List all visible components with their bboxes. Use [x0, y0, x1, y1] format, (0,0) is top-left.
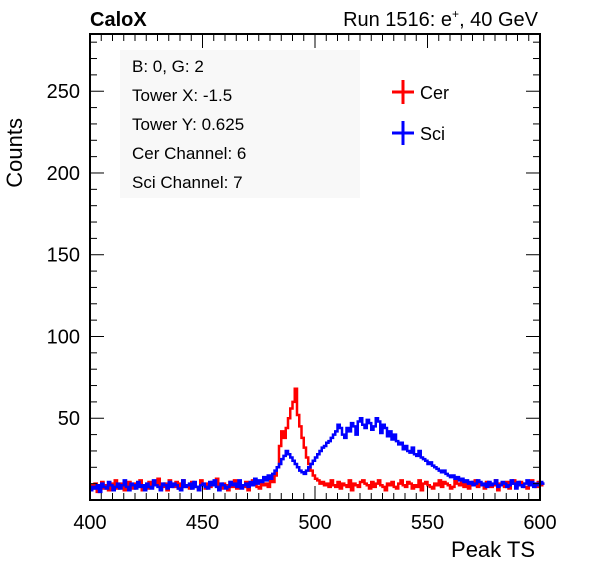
legend-cer-label: Cer — [420, 83, 449, 103]
x-tick-label: 400 — [73, 512, 106, 534]
legend-sci-label: Sci — [420, 124, 445, 144]
y-tick-label: 250 — [47, 81, 80, 103]
x-tick-label: 500 — [298, 512, 331, 534]
legend: Cer Sci — [392, 80, 449, 145]
info-lines: B: 0, G: 2 Tower X: -1.5 Tower Y: 0.625 … — [132, 57, 246, 192]
info-line: Cer Channel: 6 — [132, 144, 246, 163]
info-box — [120, 50, 360, 198]
x-tick-label: 600 — [523, 512, 556, 534]
chart-title-left: CaloX — [90, 9, 147, 31]
info-line: B: 0, G: 2 — [132, 57, 204, 76]
info-line: Tower X: -1.5 — [132, 86, 232, 105]
series-cer-line — [90, 387, 545, 494]
title-energy: , 40 GeV — [459, 9, 539, 31]
legend-entry-sci: Sci — [392, 121, 445, 145]
title-run-text: Run 1516: e — [343, 9, 452, 31]
info-line: Tower Y: 0.625 — [132, 115, 244, 134]
y-tick-label: 50 — [58, 408, 80, 430]
x-axis-title: Peak TS — [451, 537, 535, 562]
info-line: Sci Channel: 7 — [132, 173, 243, 192]
y-tick-label: 200 — [47, 163, 80, 185]
x-tick-label: 450 — [186, 512, 219, 534]
axis-layer: 400 450 500 550 600 50 100 150 200 250 — [47, 34, 557, 534]
series-layer — [90, 387, 545, 494]
x-tick-label: 550 — [411, 512, 444, 534]
series-sci-line — [90, 417, 545, 494]
title-sup: + — [452, 7, 459, 21]
y-tick-label: 150 — [47, 245, 80, 267]
chart-title-right: Run 1516: e+, 40 GeV — [343, 7, 539, 31]
y-axis-title: Counts — [2, 118, 27, 188]
legend-entry-cer: Cer — [392, 80, 449, 104]
y-tick-label: 100 — [47, 326, 80, 348]
